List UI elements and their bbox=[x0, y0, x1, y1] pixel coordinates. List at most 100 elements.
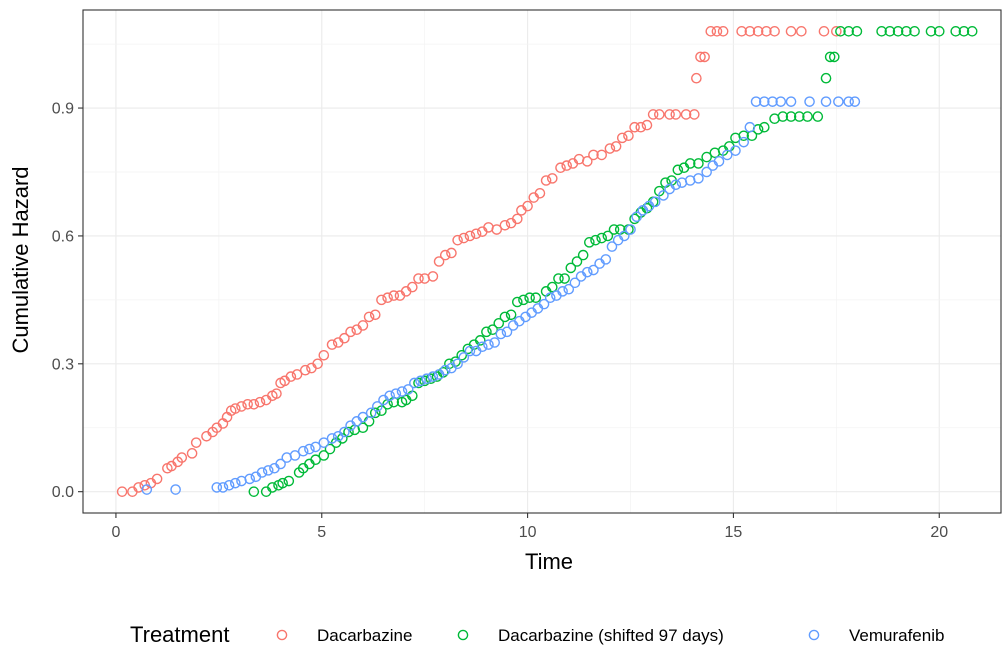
data-point bbox=[487, 324, 498, 336]
data-point bbox=[384, 390, 395, 402]
data-point bbox=[590, 234, 601, 246]
data-point bbox=[901, 26, 912, 37]
data-point bbox=[522, 200, 533, 212]
data-point bbox=[843, 26, 854, 37]
data-point bbox=[244, 473, 256, 485]
data-point bbox=[793, 111, 805, 122]
data-point bbox=[458, 352, 470, 363]
data-point bbox=[285, 371, 297, 382]
data-point bbox=[750, 96, 762, 107]
data-point bbox=[310, 441, 321, 453]
x-tick-label: 0 bbox=[111, 524, 120, 541]
data-point bbox=[738, 136, 750, 148]
data-point bbox=[553, 273, 564, 284]
data-point bbox=[925, 26, 937, 37]
data-point bbox=[693, 158, 704, 169]
data-point bbox=[357, 411, 369, 423]
data-point bbox=[489, 337, 500, 348]
data-point bbox=[427, 371, 439, 382]
data-point bbox=[357, 422, 369, 434]
data-point bbox=[600, 254, 612, 265]
data-point bbox=[563, 283, 575, 295]
data-point bbox=[588, 264, 599, 276]
data-point bbox=[483, 339, 494, 350]
data-point bbox=[738, 130, 750, 142]
data-point bbox=[470, 228, 482, 240]
data-point bbox=[369, 407, 381, 419]
data-point bbox=[796, 26, 807, 37]
data-point bbox=[619, 230, 630, 242]
y-tick-label: 0.3 bbox=[52, 356, 74, 373]
data-point bbox=[658, 190, 669, 201]
data-point bbox=[289, 450, 301, 461]
y-tick-label: 0.0 bbox=[52, 484, 74, 501]
data-point bbox=[629, 213, 640, 225]
data-point bbox=[610, 141, 622, 152]
data-point bbox=[581, 156, 593, 167]
data-point bbox=[701, 166, 712, 178]
data-point bbox=[456, 349, 468, 361]
data-point bbox=[744, 26, 756, 37]
data-point bbox=[812, 111, 824, 122]
data-point bbox=[474, 335, 486, 346]
data-point bbox=[691, 72, 702, 84]
data-point bbox=[409, 377, 420, 389]
data-point bbox=[604, 143, 616, 154]
data-point bbox=[602, 230, 614, 242]
legend-title: Treatment bbox=[130, 622, 229, 647]
legend-key bbox=[457, 629, 469, 641]
data-point bbox=[275, 458, 286, 470]
data-point bbox=[512, 213, 523, 225]
data-point bbox=[843, 96, 854, 107]
data-point bbox=[785, 96, 797, 107]
data-point bbox=[464, 230, 476, 242]
data-point bbox=[670, 109, 682, 120]
data-point bbox=[518, 294, 529, 306]
data-point bbox=[363, 311, 375, 323]
data-point bbox=[415, 375, 426, 387]
data-point bbox=[777, 111, 789, 122]
data-point bbox=[565, 262, 577, 274]
data-point bbox=[717, 26, 729, 37]
data-point bbox=[950, 26, 962, 37]
data-point bbox=[699, 51, 710, 63]
data-point bbox=[297, 445, 309, 457]
data-point bbox=[421, 373, 433, 385]
data-point bbox=[390, 388, 402, 399]
data-point bbox=[452, 234, 463, 246]
data-point bbox=[326, 339, 338, 350]
data-point bbox=[277, 477, 288, 489]
data-point bbox=[736, 26, 747, 37]
data-point bbox=[324, 443, 336, 455]
data-point bbox=[785, 111, 797, 122]
data-point bbox=[571, 256, 583, 267]
data-point bbox=[695, 51, 706, 63]
data-point bbox=[769, 26, 780, 37]
series-group bbox=[141, 96, 861, 495]
data-point bbox=[831, 26, 842, 37]
data-point bbox=[588, 149, 599, 161]
data-point bbox=[530, 292, 542, 304]
data-point bbox=[499, 311, 511, 323]
x-axis-title: Time bbox=[525, 549, 573, 574]
data-point bbox=[230, 403, 241, 414]
series-group bbox=[116, 26, 842, 497]
data-point bbox=[561, 160, 572, 171]
data-point bbox=[452, 358, 463, 370]
data-point bbox=[909, 26, 920, 37]
data-point bbox=[141, 484, 153, 495]
data-point bbox=[427, 271, 439, 282]
data-point bbox=[388, 290, 400, 301]
data-point bbox=[730, 145, 741, 156]
data-point bbox=[365, 407, 377, 419]
data-point bbox=[828, 51, 840, 63]
data-point bbox=[310, 454, 321, 466]
data-point bbox=[713, 156, 725, 167]
data-point bbox=[262, 465, 274, 476]
data-point bbox=[581, 266, 593, 278]
data-point bbox=[744, 121, 756, 133]
data-point bbox=[546, 173, 558, 184]
data-point bbox=[849, 96, 861, 107]
legend-key bbox=[808, 629, 820, 641]
plot-panel-border bbox=[82, 9, 1002, 514]
